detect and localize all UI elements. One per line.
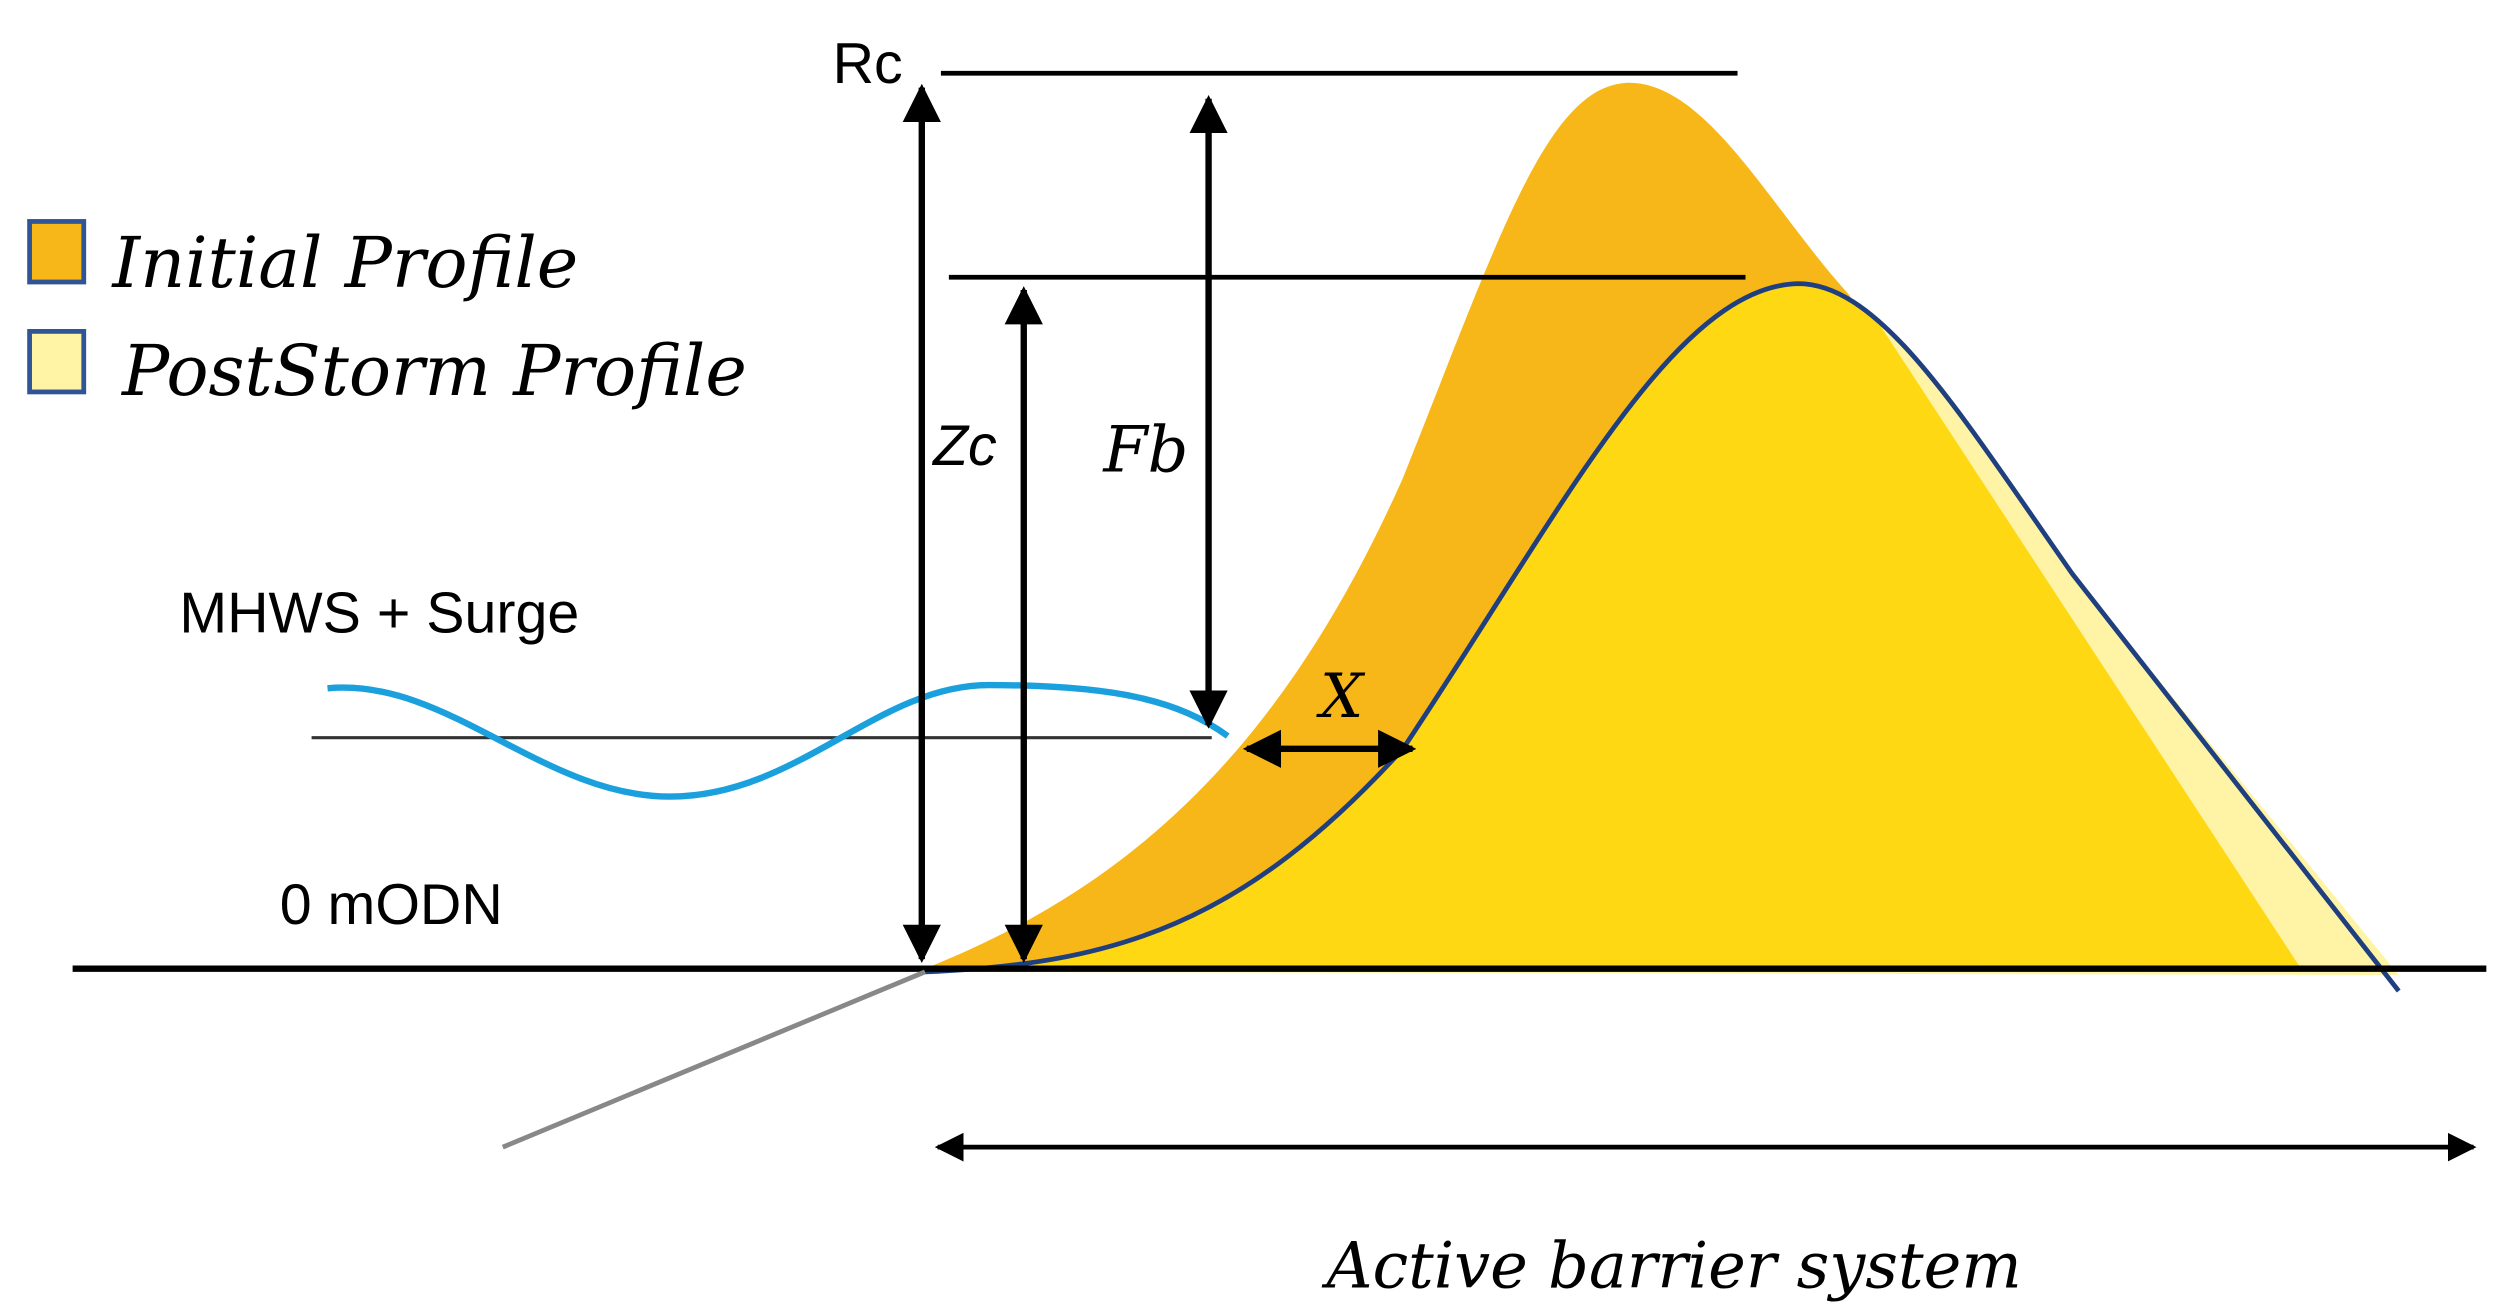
extent-label: Active barrier system (1321, 1229, 2021, 1303)
legend-label: Initial Profile (110, 222, 578, 304)
legend-swatch (27, 219, 87, 285)
legend-swatch (27, 329, 87, 395)
water-level-label: MHWS + Surge (179, 582, 579, 646)
wave (327, 681, 1230, 800)
zc-label: Zc (931, 414, 997, 478)
legend-label: PostStorm Profile (120, 330, 747, 412)
fb-label: Fb (1102, 414, 1188, 488)
x-label: X (1316, 662, 1366, 732)
poststorm-profile (924, 283, 2304, 972)
foreshore-line (501, 969, 926, 1150)
poststorm-outline (924, 281, 2401, 993)
datum-label: 0 mODN (280, 873, 503, 937)
rc-label: Rc (833, 32, 903, 96)
